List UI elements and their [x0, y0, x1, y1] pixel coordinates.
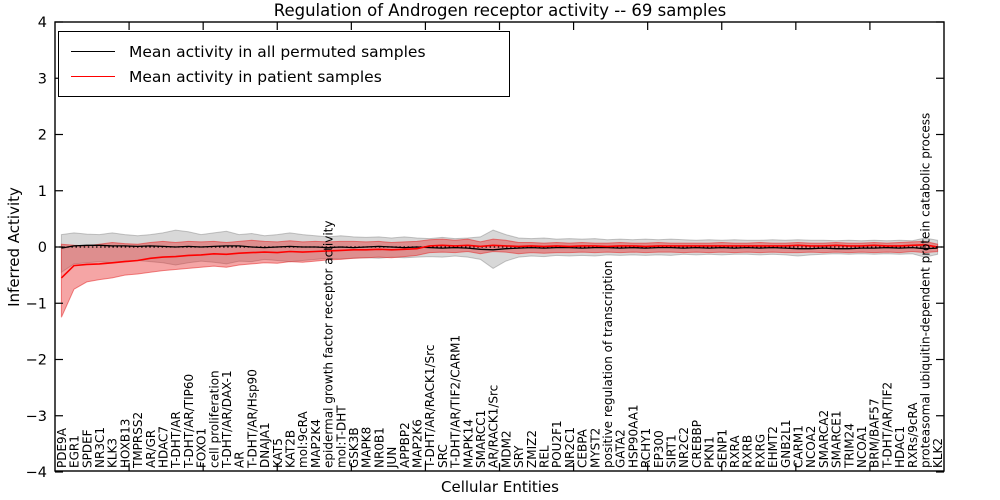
- permuted-line-swatch-icon: [71, 51, 115, 52]
- entity-label: T-DHT/AR/RACK1/Src: [423, 345, 437, 469]
- entity-label: EGR1: [68, 435, 82, 468]
- entity-label: DNAJA1: [258, 422, 272, 468]
- patient-confidence-band: [60, 238, 939, 318]
- entity-label: T-DHT/AR: [169, 411, 183, 469]
- entity-label: SMARCE1: [830, 410, 844, 468]
- chart-title: Regulation of Androgen receptor activity…: [273, 1, 727, 20]
- legend-item-permuted: Mean activity in all permuted samples: [71, 43, 509, 61]
- y-tick-label: −3: [26, 409, 47, 425]
- entity-label: PKN1: [703, 436, 717, 468]
- entity-label: cell proliferation: [207, 370, 221, 468]
- entity-label: MAPK14: [461, 419, 475, 468]
- legend: Mean activity in all permuted samples Me…: [58, 31, 510, 97]
- entity-label: RXRG: [753, 434, 767, 468]
- entity-label: EP300: [652, 430, 666, 468]
- entity-label: HOXB13: [118, 419, 132, 468]
- entity-label: RXRs/9cRA: [906, 402, 920, 468]
- entity-label: KAT2B: [283, 430, 297, 468]
- entity-label: KAT5: [271, 438, 285, 468]
- entity-label: GATA2: [614, 429, 628, 468]
- y-tick-label: −4: [26, 465, 47, 481]
- y-tick-label: −1: [26, 296, 47, 312]
- y-axis-label: Inferred Activity: [5, 187, 23, 307]
- entity-label: MDM2: [499, 430, 513, 468]
- patient-mean-line: [60, 243, 938, 279]
- entity-label: REL: [538, 445, 552, 468]
- entity-label: positive regulation of transcription: [601, 261, 615, 468]
- entity-label: MAP2K6: [410, 419, 424, 468]
- entity-label: T-DHT/AR/TIP60: [182, 374, 196, 469]
- entity-label: SENP1: [715, 429, 729, 468]
- entity-label: EHMT2: [766, 426, 780, 468]
- x-axis-label: Cellular Entities: [441, 478, 559, 496]
- entity-label: SMARCC1: [474, 410, 488, 468]
- entity-label: mol:T-DHT: [334, 405, 348, 468]
- entity-label: NCOA1: [855, 426, 869, 468]
- entity-label: RXRB: [741, 435, 755, 468]
- entity-label: BRM/BAF57: [868, 398, 882, 468]
- entity-label: NR3C1: [93, 427, 107, 468]
- entity-label: T-DHT/AR/DAX-1: [220, 370, 234, 469]
- legend-label-permuted: Mean activity in all permuted samples: [129, 42, 426, 61]
- entity-label: CARM1: [791, 425, 805, 468]
- entity-label: FOXO1: [195, 428, 209, 468]
- y-tick-label: 2: [38, 128, 47, 144]
- patient-line-swatch-icon: [71, 76, 115, 77]
- entity-label: MAP2K4: [309, 419, 323, 468]
- entity-label: AR/RACK1/Src: [487, 385, 501, 468]
- entity-label: AR/GR: [144, 430, 158, 468]
- legend-item-patient: Mean activity in patient samples: [71, 68, 509, 86]
- entity-label: HSP90AA1: [626, 404, 640, 468]
- y-tick-label: 1: [38, 184, 47, 200]
- entity-label: NCOA2: [804, 426, 818, 468]
- entity-label: PDE9A: [55, 427, 69, 468]
- entity-label: KLK2: [931, 438, 945, 468]
- permuted-mean-line: [61, 244, 938, 251]
- entity-label: MYST2: [588, 428, 602, 468]
- entity-label: CEBPA: [576, 428, 590, 468]
- entity-label: NR2C1: [563, 427, 577, 468]
- entity-label: SIRT1: [664, 434, 678, 468]
- entity-label: TMPRSS2: [131, 412, 145, 469]
- entity-label: epidermal growth factor receptor activit…: [322, 221, 336, 468]
- entity-label: POU2F1: [550, 420, 564, 468]
- entity-label: SRC: [436, 444, 450, 468]
- entity-label: T-DHT/AR/TIF2: [880, 382, 894, 469]
- y-tick-label: 0: [38, 240, 47, 256]
- entity-label: T-DHT/AR/Hsp90: [245, 369, 259, 469]
- y-tick-label: 4: [38, 15, 47, 31]
- y-tick-label: 3: [38, 71, 47, 87]
- entity-label: MAPK8: [360, 427, 374, 468]
- entity-label: NR0B1: [372, 427, 386, 468]
- entity-label: JUN: [385, 447, 399, 469]
- entity-label: SRY: [512, 445, 526, 468]
- entity-label: proteasomal ubiquitin-dependent protein …: [918, 113, 932, 468]
- entity-label: GNB2L1: [779, 420, 793, 468]
- entity-label: HDAC7: [156, 426, 170, 468]
- entity-label: mol:9cRA: [296, 411, 310, 468]
- entity-label: RCHY1: [639, 428, 653, 468]
- entity-label: SMARCA2: [817, 410, 831, 468]
- entity-label: GSK3B: [347, 427, 361, 468]
- entity-label: APPBP2: [398, 422, 412, 468]
- entity-label: NR2C2: [677, 427, 691, 468]
- entity-label: KLK3: [106, 438, 120, 468]
- entity-label: CREBBP: [690, 420, 704, 468]
- legend-label-patient: Mean activity in patient samples: [129, 67, 382, 86]
- entity-label: T-DHT/AR/TIF2/CARM1: [449, 335, 463, 469]
- entity-label: RXRA: [728, 435, 742, 468]
- entity-label: AR: [233, 451, 247, 468]
- entity-label: HDAC1: [893, 426, 907, 468]
- y-tick-label: −2: [26, 353, 47, 369]
- entity-label: ZMIZ2: [525, 430, 539, 468]
- entity-label: TRIM24: [842, 423, 856, 469]
- entity-label: SPDEF: [80, 429, 94, 468]
